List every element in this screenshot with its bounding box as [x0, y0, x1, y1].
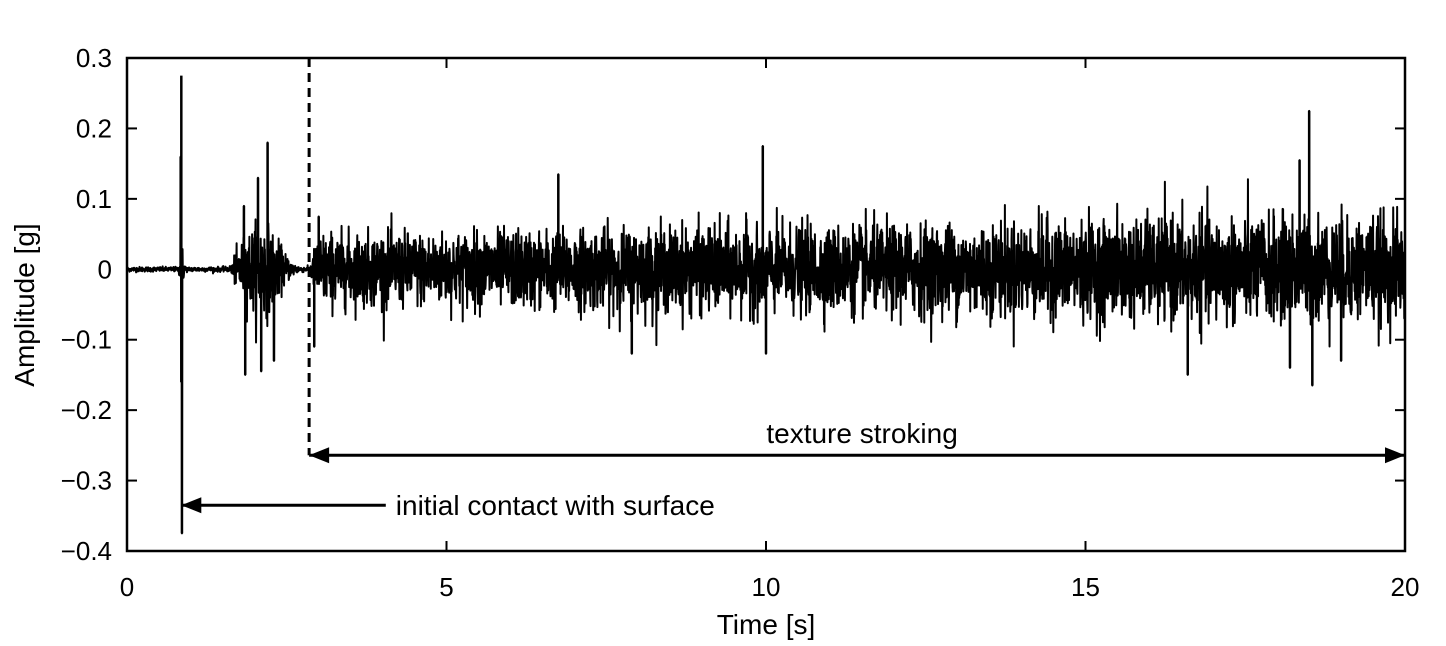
y-axis-title: Amplitude [g]: [9, 223, 40, 386]
y-tick-label: −0.2: [61, 395, 112, 425]
x-tick-label: 20: [1391, 572, 1420, 602]
y-tick-label: 0.3: [76, 43, 112, 73]
annotation-initial-contact: initial contact with surface: [396, 490, 715, 521]
x-axis: 0 5 10 15 20: [120, 58, 1420, 602]
arrowhead: [309, 447, 330, 464]
annotation-texture-stroking: texture stroking: [766, 418, 957, 449]
x-axis-title: Time [s]: [717, 609, 816, 640]
y-tick-label: −0.3: [61, 466, 112, 496]
y-axis: 0.3 0.2 0.1 0 −0.1 −0.2 −0.3 −0.4: [61, 43, 1405, 566]
x-tick-label: 5: [439, 572, 453, 602]
signal-layer: [126, 75, 1406, 535]
x-tick-label: 15: [1071, 572, 1100, 602]
x-tick-label: 10: [752, 572, 781, 602]
y-tick-label: 0.1: [76, 184, 112, 214]
arrowhead: [181, 497, 202, 514]
y-tick-label: −0.1: [61, 325, 112, 355]
y-tick-label: 0.2: [76, 113, 112, 143]
annotation-layer: texture stroking initial contact with sur…: [181, 58, 1405, 521]
arrowhead: [1385, 447, 1405, 464]
x-tick-label: 0: [120, 572, 134, 602]
y-tick-label: −0.4: [61, 536, 112, 566]
y-tick-label: 0: [98, 254, 112, 284]
